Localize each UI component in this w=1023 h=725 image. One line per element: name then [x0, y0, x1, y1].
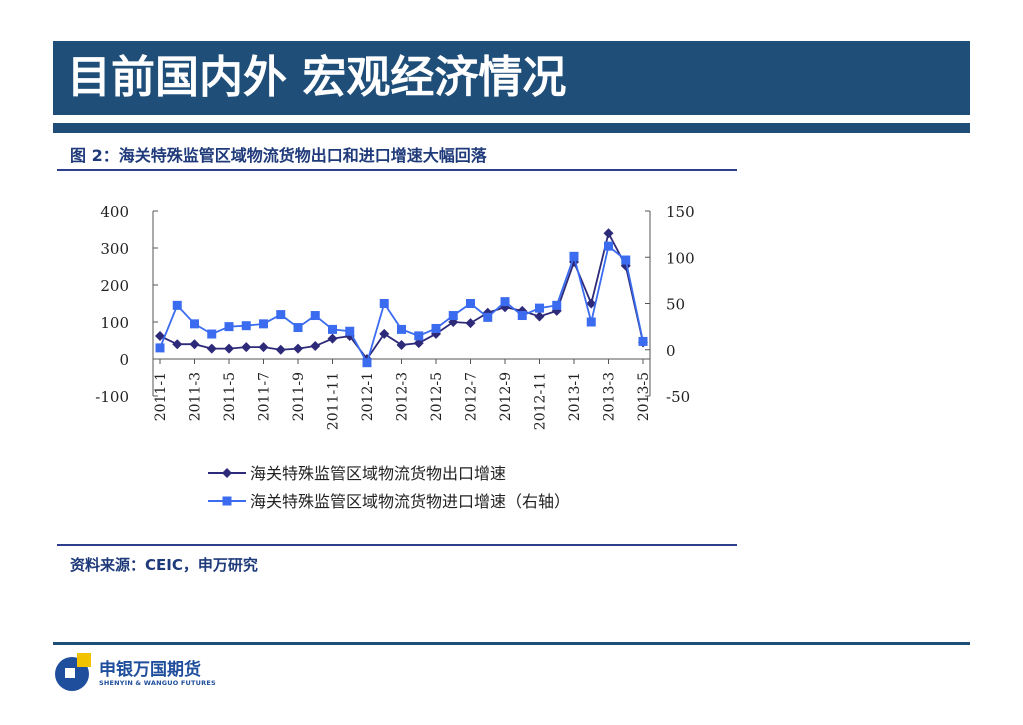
slide-title: 目前国内外 宏观经济情况 [67, 52, 567, 103]
x-axis-tick-label: 2012-5 [429, 372, 445, 421]
right-axis-tick-label: 100 [666, 249, 695, 267]
source-divider [57, 544, 737, 546]
x-axis-tick-label: 2012-3 [395, 372, 411, 421]
import-point [190, 319, 199, 329]
export-point [258, 342, 269, 353]
import-point [362, 358, 372, 368]
x-axis-tick-label: 2011-9 [291, 372, 307, 421]
legend-marker-diamond [222, 468, 232, 478]
export-point [293, 343, 303, 354]
x-axis-tick-label: 2012-9 [498, 372, 514, 421]
import-point [621, 255, 631, 265]
export-point [310, 341, 321, 352]
import-point [431, 323, 441, 333]
x-axis-tick-label: 2013-3 [602, 372, 618, 421]
import-point [414, 331, 424, 341]
x-axis-tick-label: 2013-5 [636, 372, 652, 421]
import-point [259, 319, 268, 329]
import-point [224, 322, 234, 332]
x-axis-tick-label: 2013-1 [567, 372, 583, 421]
x-axis-tick-label: 2011-1 [153, 372, 169, 421]
x-axis-tick-label: 2011-11 [326, 372, 342, 430]
import-point [276, 310, 286, 320]
left-axis-tick-label: 100 [100, 314, 129, 332]
import-point [328, 324, 337, 334]
footer-divider [53, 642, 970, 645]
right-axis-tick-label: 150 [666, 203, 695, 221]
export-point [396, 339, 407, 350]
export-point [206, 343, 217, 354]
import-point [310, 311, 320, 321]
title-banner: 目前国内外 宏观经济情况 [53, 41, 970, 115]
x-axis-tick-label: 2011-5 [222, 372, 238, 421]
right-axis-tick-label: 50 [666, 296, 685, 314]
company-logo: 申银万国期货 SHENYIN & WANGUO FUTURES [53, 651, 233, 693]
import-point [552, 300, 562, 310]
figure-caption: 图 2：海关特殊监管区域物流货物出口和进口增速大幅回落 [70, 146, 487, 165]
x-axis-tick-label: 2012-1 [360, 372, 376, 421]
import-point [241, 321, 251, 331]
import-point [345, 326, 355, 336]
x-axis-tick-label: 2012-7 [464, 372, 480, 421]
export-point [275, 344, 286, 355]
export-point [586, 298, 597, 309]
export-point [413, 338, 424, 349]
export-point [224, 343, 234, 354]
import-point [586, 317, 596, 327]
left-axis-tick-label: 300 [100, 240, 129, 258]
export-point [534, 311, 545, 322]
left-axis-tick-label: -100 [95, 388, 129, 406]
source-note: 资料来源：CEIC，申万研究 [70, 556, 258, 574]
chart-axes: 400 300 200 100 0 -100 150 100 50 0 -50 2011-1 2011-… [95, 203, 694, 430]
legend-label: 海关特殊监管区域物流货物出口增速 [250, 464, 506, 483]
import-point [569, 251, 579, 261]
import-point [500, 297, 510, 307]
import-point [448, 311, 458, 321]
legend-label: 海关特殊监管区域物流货物进口增速（右轴） [250, 492, 570, 511]
logo-name-cn: 申银万国期货 [99, 660, 201, 680]
export-point [241, 342, 252, 353]
import-point [638, 336, 648, 346]
import-point [379, 299, 389, 308]
x-axis-tick-label: 2011-3 [188, 372, 204, 421]
left-axis-tick-label: 200 [100, 277, 129, 295]
left-axis-tick-label: 400 [100, 203, 129, 221]
import-point [293, 323, 303, 333]
import-point [466, 299, 475, 308]
left-axis-tick-label: 0 [119, 351, 129, 369]
chart-series [155, 228, 648, 368]
import-point [207, 329, 217, 339]
title-underline [53, 123, 970, 133]
export-point [603, 228, 614, 239]
x-axis-tick-label: 2011-7 [257, 372, 273, 421]
logo-mark-icon [55, 653, 91, 691]
legend-marker-square [222, 496, 232, 506]
import-point [535, 303, 544, 313]
import-point [155, 343, 165, 353]
export-point [172, 339, 183, 350]
export-point [465, 318, 476, 329]
export-point [327, 333, 338, 344]
right-axis-tick-label: -50 [666, 388, 690, 406]
right-axis-tick-label: 0 [666, 342, 676, 360]
import-point [172, 300, 182, 310]
import-point [604, 241, 613, 251]
export-point [155, 331, 165, 342]
x-axis-tick-label: 2012-11 [533, 372, 549, 430]
export-point [379, 328, 390, 339]
import-point [397, 324, 406, 334]
caption-divider [57, 169, 737, 171]
logo-name-en: SHENYIN & WANGUO FUTURES [99, 679, 216, 687]
export-point [189, 339, 200, 350]
import-point [483, 312, 493, 322]
import-point [517, 311, 527, 321]
